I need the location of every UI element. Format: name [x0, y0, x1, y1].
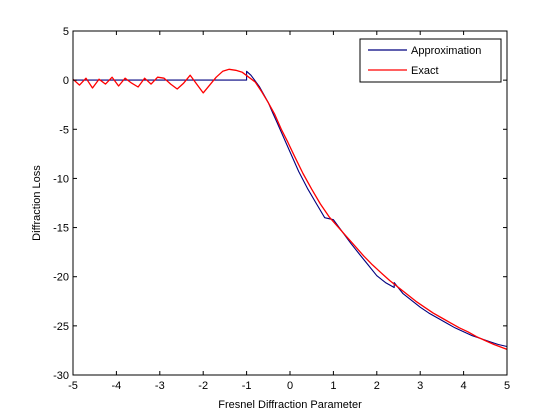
- y-tick-label: -5: [59, 124, 69, 136]
- y-tick-label: 5: [63, 26, 69, 38]
- x-tick-label: -3: [155, 380, 165, 392]
- x-axis-label: Fresnel Diffraction Parameter: [218, 399, 362, 411]
- legend-box: [359, 38, 502, 83]
- x-tick-label: 2: [374, 380, 380, 392]
- y-tick-label: 0: [63, 75, 69, 87]
- axes-layer: -5 -4 -3 -2 -1 0 1 2 3 4 550-5-10-15-20-25-30: [53, 26, 510, 392]
- x-tick-label: 4: [461, 380, 467, 392]
- x-tick-label: 5: [504, 380, 510, 392]
- y-tick-label: -25: [53, 321, 69, 333]
- plot-area: [73, 31, 507, 375]
- legend-label-approximation: Approximation: [411, 45, 481, 57]
- x-tick-label: -4: [112, 380, 122, 392]
- x-tick-label: 1: [330, 380, 336, 392]
- series-layer: [72, 68, 508, 351]
- legend: Approximation Exact: [359, 38, 502, 83]
- y-tick-label: -15: [53, 223, 69, 235]
- x-tick-label: -5: [68, 380, 78, 392]
- series-line-exact: [72, 68, 508, 351]
- x-tick-label: -2: [198, 380, 208, 392]
- axes-box: [72, 30, 508, 376]
- y-tick-label: -10: [53, 173, 69, 185]
- legend-label-exact: Exact: [411, 65, 439, 77]
- y-tick-label: -30: [53, 370, 69, 382]
- y-axis-label: Diffraction Loss: [31, 165, 43, 241]
- y-tick-label: -20: [53, 272, 69, 284]
- x-tick-label: 3: [417, 380, 423, 392]
- x-tick-label: 0: [287, 380, 293, 392]
- x-tick-label: -1: [242, 380, 252, 392]
